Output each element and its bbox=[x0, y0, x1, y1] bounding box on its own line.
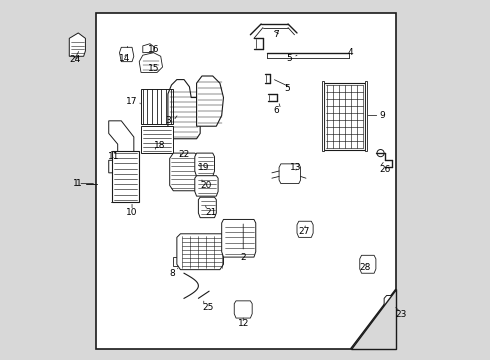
Text: 14: 14 bbox=[119, 54, 130, 63]
Polygon shape bbox=[69, 33, 85, 56]
Polygon shape bbox=[196, 76, 223, 126]
Text: 2: 2 bbox=[241, 253, 246, 262]
Text: 1: 1 bbox=[73, 179, 78, 188]
Polygon shape bbox=[143, 44, 155, 53]
Text: 12: 12 bbox=[238, 319, 249, 328]
Bar bbox=[141, 126, 173, 153]
Text: 6: 6 bbox=[273, 105, 279, 114]
Text: 18: 18 bbox=[153, 141, 165, 150]
Polygon shape bbox=[297, 221, 313, 237]
Text: 15: 15 bbox=[148, 64, 160, 73]
Text: 11: 11 bbox=[108, 152, 120, 161]
Text: 28: 28 bbox=[360, 264, 371, 273]
Polygon shape bbox=[234, 301, 252, 318]
Bar bbox=[322, 81, 324, 151]
Polygon shape bbox=[221, 220, 256, 257]
Text: 24: 24 bbox=[69, 55, 80, 64]
Polygon shape bbox=[173, 257, 179, 266]
Text: 16: 16 bbox=[148, 45, 160, 54]
Text: 19: 19 bbox=[198, 163, 210, 172]
Text: 21: 21 bbox=[205, 208, 217, 217]
Polygon shape bbox=[351, 289, 395, 348]
Text: 25: 25 bbox=[202, 303, 213, 312]
Text: 8: 8 bbox=[170, 269, 175, 278]
Bar bbox=[141, 89, 173, 125]
Polygon shape bbox=[120, 47, 134, 62]
Polygon shape bbox=[177, 234, 223, 270]
Text: 10: 10 bbox=[126, 208, 138, 217]
Bar bbox=[365, 81, 367, 151]
Text: 3: 3 bbox=[166, 116, 171, 125]
Text: 1: 1 bbox=[76, 179, 82, 188]
Text: 4: 4 bbox=[347, 48, 353, 57]
Text: 7: 7 bbox=[273, 30, 279, 39]
Polygon shape bbox=[279, 164, 300, 184]
Polygon shape bbox=[195, 176, 218, 196]
Polygon shape bbox=[198, 197, 216, 218]
Text: 9: 9 bbox=[379, 111, 385, 120]
Text: 5: 5 bbox=[286, 54, 292, 63]
Bar bbox=[96, 13, 395, 348]
Text: 20: 20 bbox=[200, 181, 212, 190]
Polygon shape bbox=[360, 255, 376, 273]
Text: 26: 26 bbox=[379, 165, 391, 174]
Polygon shape bbox=[195, 153, 215, 176]
Text: 5: 5 bbox=[284, 84, 290, 93]
Text: 22: 22 bbox=[179, 150, 190, 159]
Text: 27: 27 bbox=[298, 228, 310, 237]
Polygon shape bbox=[168, 80, 200, 139]
Polygon shape bbox=[170, 153, 198, 191]
Bar bbox=[112, 151, 139, 202]
Text: 23: 23 bbox=[395, 310, 407, 319]
Polygon shape bbox=[139, 53, 163, 72]
Polygon shape bbox=[384, 296, 395, 336]
Text: 17: 17 bbox=[126, 96, 137, 105]
Polygon shape bbox=[109, 121, 134, 173]
Bar bbox=[324, 83, 365, 149]
Text: 13: 13 bbox=[290, 163, 301, 172]
